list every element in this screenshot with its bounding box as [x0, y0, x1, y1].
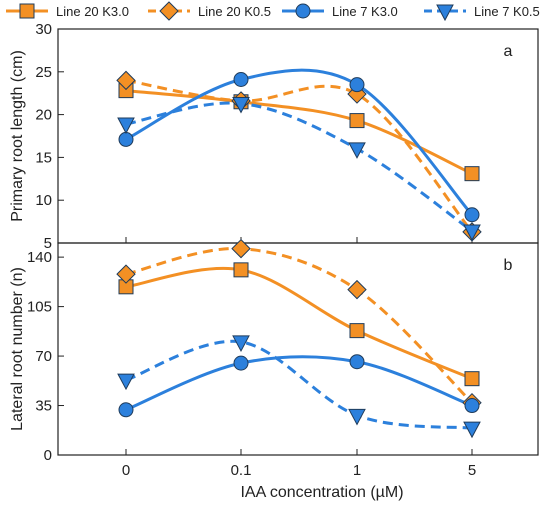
- series-line: [125, 89, 473, 176]
- y-tick-label: 30: [35, 21, 52, 38]
- data-point: [348, 408, 366, 426]
- y-tick-label: 105: [27, 299, 52, 316]
- legend-marker: [159, 1, 179, 21]
- y-axis-title: Primary root length (cm): [9, 50, 26, 222]
- series-line: [125, 247, 474, 404]
- data-point: [463, 224, 481, 242]
- y-tick-label: 10: [35, 192, 52, 209]
- data-point: [348, 142, 366, 159]
- data-point: [233, 262, 249, 278]
- series-line: [125, 101, 473, 233]
- y-tick-label: 5: [44, 235, 52, 252]
- series-line: [125, 339, 473, 430]
- legend-label: Line 20 K3.0: [56, 4, 129, 19]
- panel-b: 0 35 70 105 140 0 0.1 1 5 Lateral root number (n)…: [9, 238, 539, 479]
- data-point: [118, 402, 134, 418]
- y-tick-label: 15: [35, 149, 52, 166]
- legend-marker: [295, 3, 311, 19]
- data-point: [233, 72, 249, 88]
- data-point: [349, 354, 365, 370]
- y-axis-title: Lateral root number (n): [9, 267, 26, 431]
- data-point: [232, 96, 250, 114]
- data-point: [117, 373, 135, 391]
- y-tick-label: 35: [35, 398, 52, 415]
- y-tick-label: 20: [35, 107, 52, 124]
- data-point: [231, 238, 251, 259]
- legend-marker: [19, 3, 35, 19]
- data-point: [463, 421, 481, 439]
- legend-marker: [436, 4, 454, 22]
- legend-label: Line 7 K0.5: [474, 4, 540, 19]
- data-point: [349, 113, 365, 129]
- panel-letter: b: [504, 257, 513, 274]
- x-tick-label: 0: [122, 462, 130, 479]
- x-tick-label: 0.1: [231, 462, 252, 479]
- data-point: [464, 166, 480, 182]
- legend-label: Line 20 K0.5: [198, 4, 271, 19]
- data-point: [464, 371, 480, 387]
- legend-label: Line 7 K3.0: [332, 4, 398, 19]
- panel-a: 5 10 15 20 25 30 Primary root length (cm) a: [9, 21, 539, 252]
- series-line: [125, 78, 474, 233]
- data-point: [118, 131, 134, 147]
- plot-frame: [57, 242, 539, 456]
- data-point: [117, 117, 135, 135]
- data-point: [349, 323, 365, 339]
- legend: Line 20 K3.0 Line 20 K0.5 Line 7 K3.0 Line …: [6, 1, 540, 22]
- series-line: [125, 266, 473, 381]
- y-tick-label: 70: [35, 348, 52, 365]
- series-line: [125, 68, 474, 216]
- x-axis-title: IAA concentration (µM): [240, 484, 403, 501]
- y-tick-label: 0: [44, 447, 52, 464]
- data-point: [464, 398, 480, 414]
- panel-letter: a: [504, 43, 513, 60]
- data-point: [464, 207, 480, 223]
- x-tick-label: 5: [468, 462, 476, 479]
- data-point: [116, 264, 136, 284]
- data-point: [349, 77, 365, 93]
- data-point: [233, 355, 249, 371]
- series-line: [125, 355, 473, 412]
- data-point: [347, 279, 367, 300]
- x-tick-label: 1: [353, 462, 361, 479]
- y-tick-label: 25: [35, 64, 52, 81]
- data-point: [232, 335, 250, 352]
- y-tick-label: 140: [27, 249, 52, 266]
- data-point: [116, 70, 136, 91]
